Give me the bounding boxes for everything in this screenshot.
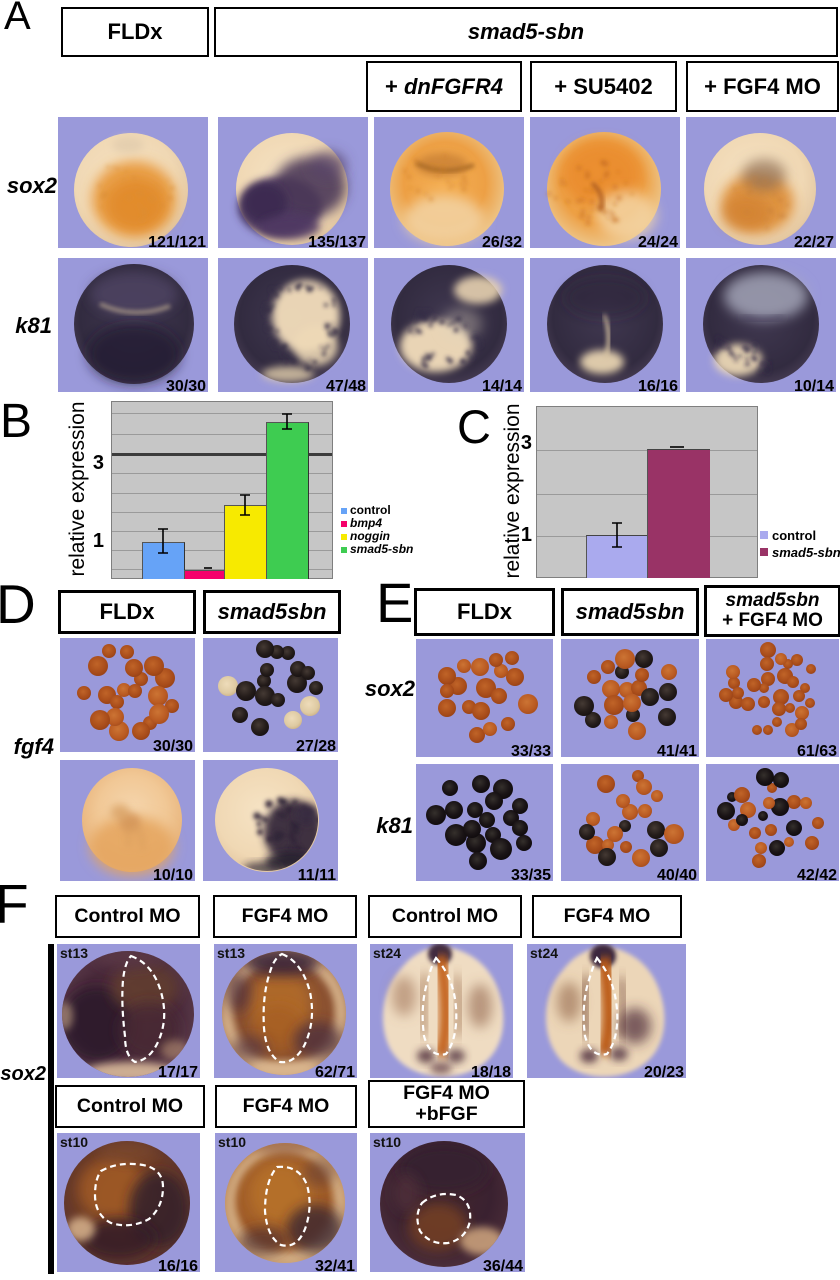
svg-text:relative expression: relative expression <box>501 403 524 578</box>
svg-text:relative expression: relative expression <box>66 401 89 576</box>
